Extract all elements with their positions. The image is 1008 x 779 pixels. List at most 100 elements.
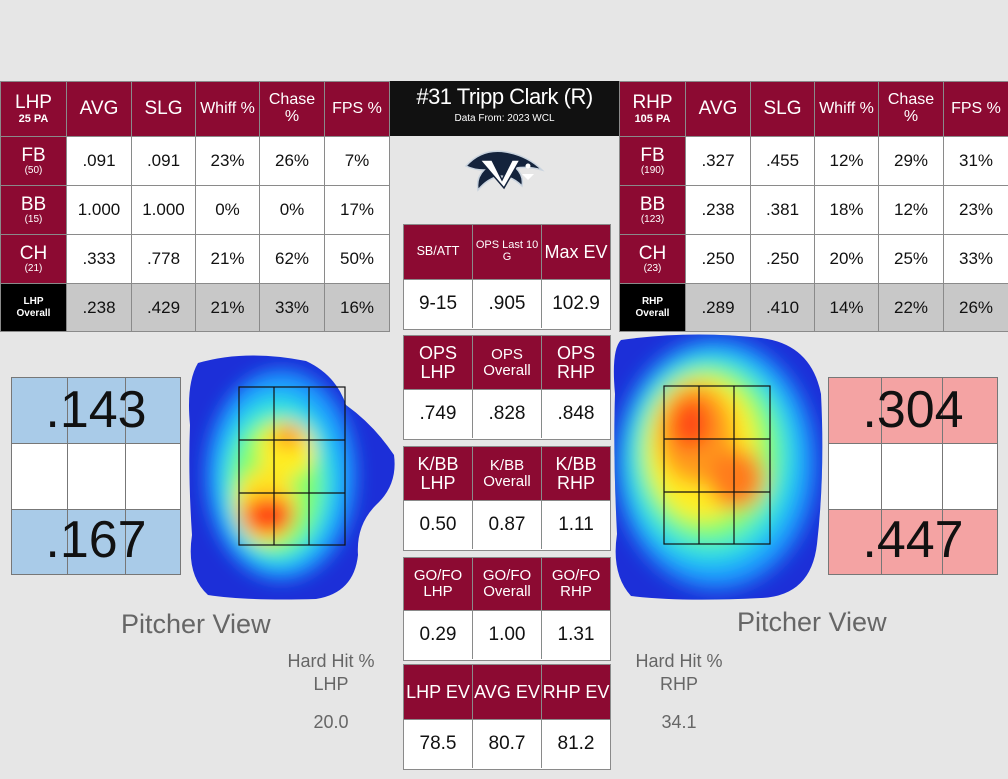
hard-hit-rhp-label: Hard Hit % RHP (635, 651, 723, 695)
stat-cell: 26% (943, 283, 1008, 332)
hard-hit-lhp-value: 20.0 (313, 712, 349, 732)
col-fps: FPS % (943, 81, 1008, 137)
zone-divider (881, 378, 882, 574)
pitch-label: FB (50) (0, 136, 67, 186)
kbb-lhp-value: 0.50 (404, 500, 473, 549)
overall-row: LHP Overall .238 .429 21% 33% 16% (0, 283, 390, 332)
exit-velo-block: LHP EV AVG EV RHP EV 78.5 80.7 81.2 (403, 664, 611, 770)
kbb-rhp-value: 1.11 (542, 500, 610, 549)
gofo-lhp-value: 0.29 (404, 610, 473, 659)
pitcher-view-left: Pitcher View (121, 609, 271, 639)
lhp-heatmap (189, 355, 395, 600)
lhp-ev-value: 78.5 (404, 719, 473, 768)
table-row: CH (21) .333 .778 21% 62% 50% (0, 234, 390, 284)
ops-rhp-label: OPS RHP (556, 342, 595, 382)
stat-cell: .091 (131, 136, 196, 186)
rhp-zone-box: .304 .447 (828, 377, 998, 575)
zone-divider (12, 443, 180, 444)
overall-row: RHP Overall .289 .410 14% 22% 26% (619, 283, 1008, 332)
player-name: #31 Tripp Clark (R) (416, 84, 593, 109)
stat-cell: .381 (750, 185, 815, 235)
table-row: FB (50) .091 .091 23% 26% 7% (0, 136, 390, 186)
zone-top-band (12, 378, 180, 443)
stat-cell: 12% (814, 136, 879, 186)
stat-cell: .250 (750, 234, 815, 284)
lhp-pa-label: 25 PA (18, 112, 49, 125)
rhp-heatmap (613, 334, 823, 600)
zone-bottom-band (12, 509, 180, 574)
col-whiff: Whiff % (195, 81, 260, 137)
ops-last10-label: OPS Last 10 G (473, 225, 542, 279)
stat-cell: 29% (878, 136, 944, 186)
col-avg: AVG (685, 81, 751, 137)
stat-cell: 26% (259, 136, 325, 186)
col-slg: SLG (750, 81, 815, 137)
stat-cell: .778 (131, 234, 196, 284)
hard-hit-rhp-value: 34.1 (661, 712, 697, 732)
stat-cell: 33% (259, 283, 325, 332)
kbb-overall-value: 0.87 (473, 500, 542, 549)
stat-cell: .091 (66, 136, 132, 186)
gofo-rhp-label: GO/FO RHP (551, 567, 601, 600)
sb-att-value: 9-15 (404, 279, 473, 328)
zone-top-value: .304 (862, 381, 964, 439)
kbb-lhp-label: K/BB LHP (404, 447, 473, 500)
pitch-label: BB (123) (619, 185, 686, 235)
table-row: BB (15) 1.000 1.000 0% 0% 17% (0, 185, 390, 235)
gofo-lhp-label: GO/FO LHP (404, 558, 473, 610)
table-row: CH (23) .250 .250 20% 25% 33% (619, 234, 1008, 284)
hard-hit-lhp-label: Hard Hit % LHP (287, 651, 375, 695)
overall-label: LHP Overall (0, 283, 67, 332)
ops-last10-value: .905 (473, 279, 542, 328)
kbb-rhp-label: K/BB RHP (555, 453, 597, 493)
stat-cell: 50% (324, 234, 390, 284)
data-source: Data From: 2023 WCL (454, 113, 555, 124)
pitcher-view-right: Pitcher View (737, 607, 887, 637)
stat-cell: 33% (943, 234, 1008, 284)
zone-bottom-value: .167 (45, 511, 147, 569)
col-chase: Chase % (878, 81, 944, 137)
stat-cell: .333 (66, 234, 132, 284)
rhp-pa-label: 105 PA (634, 112, 671, 125)
gofo-overall-label: GO/FO Overall (473, 558, 542, 610)
stat-cell: 16% (324, 283, 390, 332)
sb-att-label: SB/ATT (404, 225, 473, 279)
zone-bottom-value: .447 (862, 511, 964, 569)
max-ev-value: 102.9 (542, 279, 610, 328)
stat-cell: 23% (195, 136, 260, 186)
stat-cell: .250 (685, 234, 751, 284)
lhp-ev-label: LHP EV (404, 665, 473, 719)
stat-cell: 0% (195, 185, 260, 235)
gofo-overall-value: 1.00 (473, 610, 542, 659)
lhp-zone-box: .143 .167 (11, 377, 181, 575)
stat-cell: 1.000 (66, 185, 132, 235)
stat-cell: 7% (324, 136, 390, 186)
stat-cell: .238 (66, 283, 132, 332)
zone-divider (12, 509, 180, 510)
rhp-split-table: RHP 105 PA AVG SLG Whiff % Chase % FPS %… (619, 81, 1008, 332)
stat-cell: 23% (943, 185, 1008, 235)
zone-divider (125, 378, 126, 574)
stat-cell: 0% (259, 185, 325, 235)
kbb-overall-label: K/BB Overall (473, 447, 542, 500)
col-whiff: Whiff % (814, 81, 879, 137)
stat-cell: 31% (943, 136, 1008, 186)
avg-ev-label: AVG EV (473, 665, 542, 719)
zone-bottom-band (829, 509, 997, 574)
rhp-header-cell: RHP 105 PA (619, 81, 686, 137)
kbb-splits-block: K/BB LHP K/BB Overall K/BB RHP 0.50 0.87… (403, 446, 611, 551)
stat-cell: 21% (195, 283, 260, 332)
overall-label: RHP Overall (619, 283, 686, 332)
stat-cell: 17% (324, 185, 390, 235)
zone-divider (942, 378, 943, 574)
col-avg: AVG (66, 81, 132, 137)
rhp-side-label: RHP (632, 91, 673, 113)
stat-cell: 21% (195, 234, 260, 284)
table-row: FB (190) .327 .455 12% 29% 31% (619, 136, 1008, 186)
ops-lhp-value: .749 (404, 389, 473, 438)
team-logo (464, 150, 545, 192)
zone-divider (829, 509, 997, 510)
stat-cell: .455 (750, 136, 815, 186)
table-row: BB (123) .238 .381 18% 12% 23% (619, 185, 1008, 235)
gofo-rhp-value: 1.31 (542, 610, 610, 659)
